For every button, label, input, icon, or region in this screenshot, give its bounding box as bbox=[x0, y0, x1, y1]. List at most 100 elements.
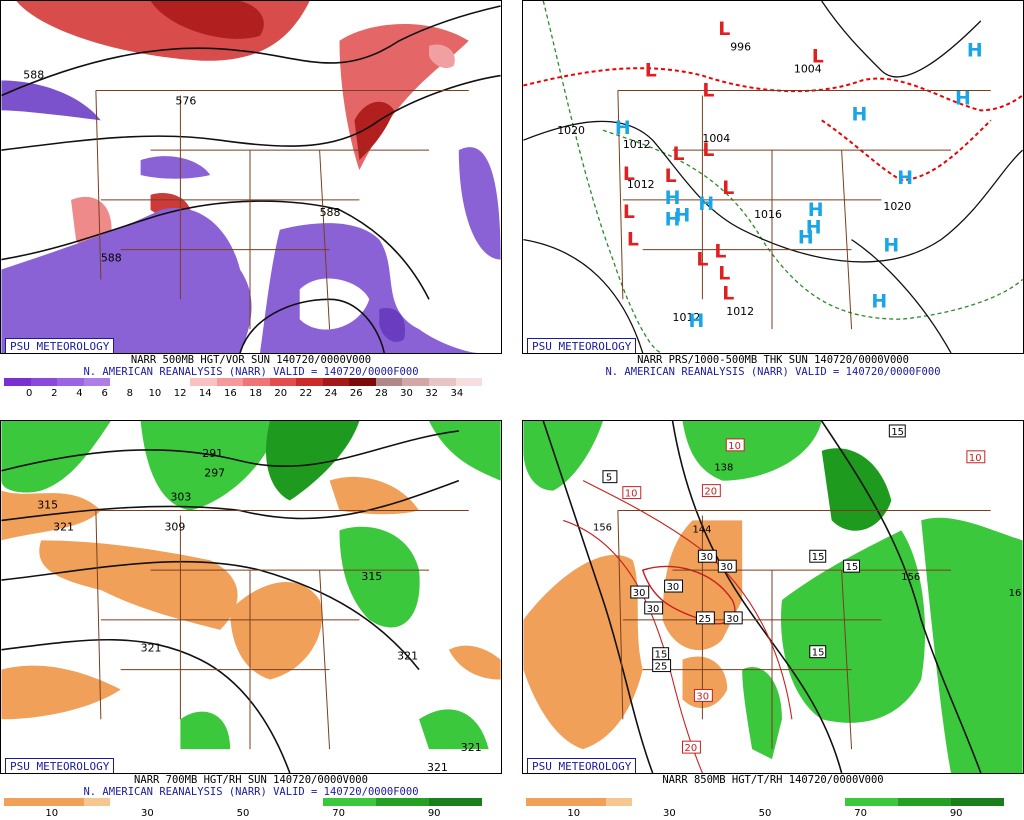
rh-dry-west bbox=[523, 554, 643, 750]
colorbar-tick-label: 24 bbox=[324, 388, 338, 399]
colorbar-tick-label: 50 bbox=[758, 808, 772, 819]
colorbar bbox=[526, 798, 1005, 806]
low-marker: L bbox=[696, 248, 708, 270]
colorbar bbox=[4, 378, 483, 386]
colorbar-segment bbox=[30, 378, 58, 386]
colorbar-tick-label: 32 bbox=[425, 388, 439, 399]
svg-text:10: 10 bbox=[728, 441, 741, 452]
rh-moist-gulf bbox=[419, 709, 489, 750]
negvort-atlantic bbox=[458, 147, 501, 260]
vort-ne bbox=[428, 44, 455, 68]
colorbar-tick-label: 20 bbox=[274, 388, 288, 399]
colorbar-tick-label: 18 bbox=[249, 388, 262, 399]
negvort-low bbox=[379, 308, 406, 342]
colorbar-tick-label: 26 bbox=[349, 388, 363, 399]
contour-582 bbox=[1, 74, 501, 151]
colorbar-tick-label: 50 bbox=[236, 808, 250, 819]
low-marker: L bbox=[627, 229, 639, 251]
colorbar-segment bbox=[110, 378, 137, 386]
colorbar-segment bbox=[189, 378, 217, 386]
rh-dry-sw bbox=[1, 665, 121, 720]
colorbar-tick-label: 10 bbox=[148, 388, 162, 399]
low-marker: L bbox=[718, 18, 730, 40]
contour-label: 576 bbox=[175, 94, 196, 107]
colorbar-segment bbox=[526, 798, 553, 806]
map-700mb-svg: 291 297 303 315 321 309 321 315 321 321 … bbox=[1, 421, 501, 773]
colorbar-tick-label: 90 bbox=[949, 808, 963, 819]
colorbar-segment bbox=[844, 798, 872, 806]
isobar-label: 1016 bbox=[754, 208, 782, 221]
contour-150 bbox=[671, 421, 843, 773]
rh-dry-west bbox=[39, 540, 238, 630]
rh-dry-north bbox=[329, 476, 420, 515]
svg-text:10: 10 bbox=[625, 489, 638, 500]
thickness-540 bbox=[523, 67, 1023, 112]
temp-label: 30 bbox=[693, 688, 713, 702]
colorbar-segment bbox=[632, 798, 659, 806]
colorbar-segment bbox=[57, 798, 84, 806]
contour-label: 309 bbox=[164, 520, 185, 533]
high-marker: H bbox=[615, 117, 631, 139]
temp-label: 15 bbox=[843, 559, 861, 573]
svg-text:10: 10 bbox=[969, 453, 982, 464]
svg-text:30: 30 bbox=[633, 588, 646, 599]
svg-text:20: 20 bbox=[685, 743, 698, 754]
svg-text:15: 15 bbox=[812, 552, 825, 563]
psu-badge: PSU METEOROLOGY bbox=[5, 338, 115, 353]
high-marker: H bbox=[665, 187, 681, 209]
map-500mb-svg: 588 576 588 588 bbox=[1, 1, 501, 353]
colorbar-tick-label: 30 bbox=[400, 388, 413, 399]
colorbar-segment bbox=[110, 798, 137, 806]
panel-surface: 996 1004 1020 1012 1012 1016 1004 1020 1… bbox=[522, 0, 1024, 397]
colorbar-tick-label: 28 bbox=[374, 388, 388, 399]
colorbar-segment bbox=[791, 798, 819, 806]
colorbar-segment bbox=[375, 378, 403, 386]
high-marker: H bbox=[897, 167, 913, 189]
colorbar-tick-label: 8 bbox=[126, 388, 133, 399]
isobar-label: 1012 bbox=[673, 311, 701, 324]
temp-label: 30 bbox=[717, 559, 737, 573]
map-850mb-svg: 15 10 5 10 20 138 156 144 30 30 30 15 30… bbox=[523, 421, 1023, 773]
temp-label: 10 bbox=[622, 486, 642, 500]
colorbar-segment bbox=[402, 378, 429, 386]
temp-label: 25 bbox=[695, 611, 715, 625]
caption-title: NARR PRS/1000-500MB THK SUN 140720/0000V… bbox=[637, 354, 909, 366]
low-marker: L bbox=[665, 165, 677, 187]
contour-label: 138 bbox=[714, 463, 733, 474]
low-marker: L bbox=[702, 139, 714, 161]
low-marker: L bbox=[702, 79, 714, 101]
colorbar-segment bbox=[455, 798, 483, 806]
temp-label: 30 bbox=[630, 585, 650, 599]
colorbar-segment bbox=[243, 378, 270, 386]
svg-text:5: 5 bbox=[606, 473, 612, 484]
psu-badge: PSU METEOROLOGY bbox=[5, 758, 115, 773]
rh-moist-east bbox=[339, 526, 420, 628]
colorbar-segment bbox=[951, 798, 978, 806]
panel-850mb: 15 10 5 10 20 138 156 144 30 30 30 15 30… bbox=[522, 420, 1024, 820]
low-marker: L bbox=[714, 241, 726, 263]
colorbar-segment bbox=[897, 798, 925, 806]
colorbar-segment bbox=[216, 378, 244, 386]
thickness-546 bbox=[821, 119, 992, 181]
temp-label: 5 bbox=[602, 470, 618, 484]
contour-label: 321 bbox=[53, 520, 74, 533]
colorbar-segment bbox=[349, 378, 376, 386]
high-marker: H bbox=[967, 40, 983, 62]
caption-valid: N. AMERICAN REANALYSIS (NARR) VALID = 14… bbox=[83, 786, 419, 798]
political-borders bbox=[617, 89, 991, 330]
colorbar-ticks: 10 30 50 70 90 bbox=[526, 808, 1004, 820]
temp-label: 25 bbox=[652, 659, 672, 673]
political-borders bbox=[95, 509, 469, 750]
caption-title: NARR 500MB HGT/VOR SUN 140720/0000V000 bbox=[130, 354, 372, 366]
temp-label: 10 bbox=[966, 450, 986, 464]
colorbar-tick-label: 70 bbox=[854, 808, 867, 819]
svg-text:20: 20 bbox=[704, 487, 717, 498]
colorbar-tick-label: 30 bbox=[663, 808, 676, 819]
temp-label: 30 bbox=[723, 611, 743, 625]
high-marker: H bbox=[675, 205, 691, 227]
isobar-label: 1004 bbox=[794, 63, 822, 76]
high-marker: H bbox=[808, 199, 824, 221]
svg-text:15: 15 bbox=[891, 427, 904, 438]
low-marker: L bbox=[722, 177, 734, 199]
map-850mb: 15 10 5 10 20 138 156 144 30 30 30 15 30… bbox=[522, 420, 1024, 774]
